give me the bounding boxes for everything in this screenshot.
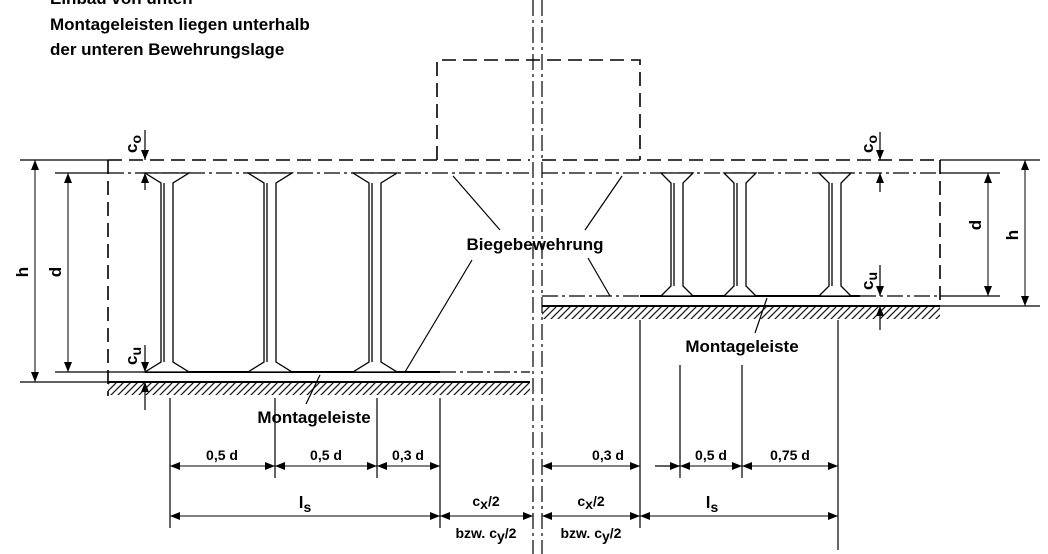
dim-label: bzw. cy/2 xyxy=(456,525,517,544)
dim-label: d xyxy=(46,267,65,277)
dim-label: 0,3 d xyxy=(392,447,424,463)
dim-label: 0,5 d xyxy=(310,447,342,463)
stud xyxy=(722,172,758,297)
label-part: /2 xyxy=(593,493,605,509)
dim-label: ls xyxy=(299,493,312,515)
dim-label: cx/2 xyxy=(472,493,499,512)
label-part: y xyxy=(602,528,610,544)
dim-label: cu xyxy=(122,347,144,365)
label-part: x xyxy=(585,496,593,512)
dim-label: h xyxy=(1003,230,1022,240)
label-part: y xyxy=(497,528,505,544)
stud xyxy=(350,172,400,373)
label-part: c xyxy=(858,281,877,290)
title-line: Einbau von unten xyxy=(50,0,193,8)
label-part: c xyxy=(577,493,585,509)
title-line: Montageleisten liegen unterhalb xyxy=(50,15,310,34)
dim-label: bzw. cy/2 xyxy=(561,525,622,544)
stud xyxy=(817,172,853,297)
label-part: c xyxy=(122,144,141,153)
mounting-label: Montageleiste xyxy=(257,408,370,427)
label-part: bzw. c xyxy=(456,525,498,541)
label-part: c xyxy=(472,493,480,509)
mounting-label: Montageleiste xyxy=(685,337,798,356)
label-part: /2 xyxy=(488,493,500,509)
stud xyxy=(245,172,295,373)
label-part: u xyxy=(128,347,144,356)
label-part: /2 xyxy=(610,525,622,541)
reinforcement-label: Biegebewehrung xyxy=(467,235,604,254)
label-part: c xyxy=(858,144,877,153)
stud xyxy=(142,172,192,373)
label-part: l xyxy=(299,493,304,512)
label-part: o xyxy=(128,135,144,144)
dim-label: 0,3 d xyxy=(592,447,624,463)
title-line: der unteren Bewehrungslage xyxy=(50,40,284,59)
dim-label: 0,5 d xyxy=(206,447,238,463)
drawing xyxy=(20,0,1040,554)
dim-label: co xyxy=(122,135,144,153)
label-part: s xyxy=(710,499,718,515)
stud xyxy=(659,172,695,297)
label-part: /2 xyxy=(505,525,517,541)
label-part: x xyxy=(480,496,488,512)
dim-label: d xyxy=(966,220,985,230)
label-part: u xyxy=(864,272,880,281)
label-part: l xyxy=(706,493,711,512)
dim-label: cx/2 xyxy=(577,493,604,512)
dim-label: co xyxy=(858,135,880,153)
dim-label: cu xyxy=(858,272,880,290)
dim-label: 0,5 d xyxy=(695,447,727,463)
label-part: bzw. c xyxy=(561,525,603,541)
dim-label: h xyxy=(13,267,32,277)
dim-label: ls xyxy=(706,493,719,515)
label-part: s xyxy=(303,499,311,515)
label-part: c xyxy=(122,356,141,365)
dim-label: 0,75 d xyxy=(770,447,810,463)
label-part: o xyxy=(864,135,880,144)
